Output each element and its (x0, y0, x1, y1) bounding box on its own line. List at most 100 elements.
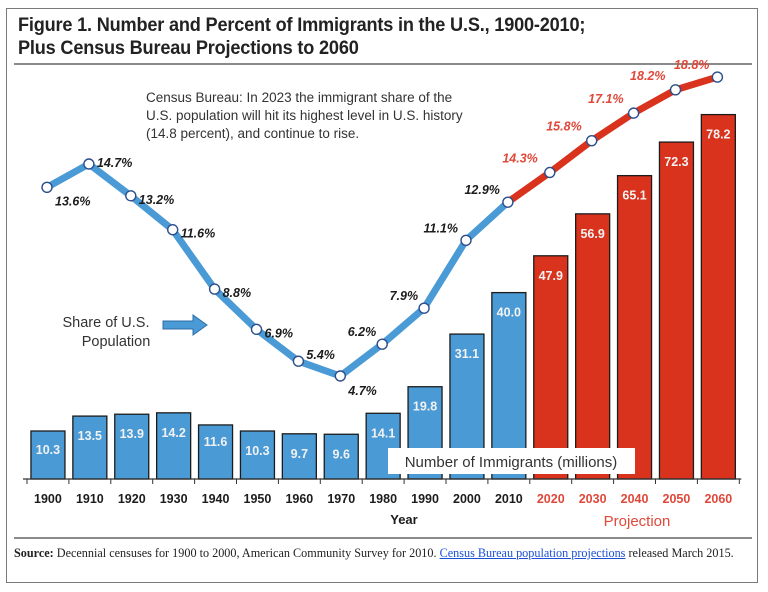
bar-1900 (30, 430, 66, 480)
share-value-label: 13.2% (139, 193, 174, 207)
x-tick-label-2030: 2030 (579, 492, 607, 506)
x-tick-label-1980: 1980 (369, 492, 397, 506)
x-tick-label-2010: 2010 (495, 492, 523, 506)
bar-1940 (197, 424, 234, 480)
share-point-2050 (669, 84, 682, 96)
share-point-1980 (376, 338, 388, 350)
bar-2040 (616, 174, 653, 480)
share-point-2000 (460, 234, 472, 247)
x-tick-label-1900: 1900 (34, 492, 62, 506)
bar-2020 (533, 255, 569, 480)
source-label: Source: (14, 546, 54, 560)
share-value-label: 11.6% (181, 227, 216, 241)
x-tick-label-2060: 2060 (704, 492, 732, 506)
bar-value-label: 40.0 (497, 306, 521, 320)
bar-2030 (575, 213, 611, 480)
share-value-label: 8.8% (223, 286, 252, 300)
share-point-2010 (502, 196, 514, 208)
share-value-label: 11.1% (423, 221, 458, 235)
share-value-label: 18.2% (630, 69, 665, 83)
x-tick-label-1960: 1960 (285, 492, 313, 506)
bar-1930 (155, 412, 192, 480)
bar-value-label: 11.6 (204, 435, 228, 449)
bar-value-label: 10.3 (245, 444, 269, 458)
share-point-1930 (166, 224, 179, 236)
x-tick-label-1940: 1940 (202, 492, 230, 506)
share-point-1990 (418, 302, 430, 314)
bar-value-label: 14.1 (371, 426, 395, 440)
x-tick-label-2050: 2050 (663, 492, 691, 506)
bar-1920 (114, 413, 150, 480)
share-value-label: 17.1% (588, 92, 623, 106)
x-tick-label-1930: 1930 (160, 492, 188, 506)
share-point-1910 (83, 158, 95, 170)
source-link[interactable]: Census Bureau population projections (439, 546, 626, 560)
source-text: Decennial censuses for 1900 to 2000, Ame… (53, 546, 440, 560)
share-value-label: 13.6% (55, 194, 90, 208)
line-legend-label-1: Share of U.S. (62, 315, 149, 331)
share-point-1920 (125, 190, 137, 202)
line-legend-label-2: Population (82, 334, 151, 350)
note-line-1: Census Bureau: In 2023 the immigrant sha… (146, 90, 453, 105)
bar-value-label: 13.9 (120, 427, 144, 441)
note-line-2: U.S. population will hit its highest lev… (146, 108, 463, 123)
share-point-2040 (627, 107, 640, 119)
share-line-projection (504, 73, 721, 206)
bar-1960 (281, 433, 318, 480)
figure-title: Figure 1. Number and Percent of Immigran… (18, 14, 585, 60)
bar-value-label: 65.1 (622, 189, 646, 203)
share-point-1950 (250, 323, 263, 336)
x-tick-label-1920: 1920 (118, 492, 146, 506)
source-note: Source: Decennial censuses for 1900 to 2… (14, 544, 754, 562)
share-value-label: 4.7% (347, 384, 377, 398)
bar-value-label: 19.8 (413, 400, 437, 414)
annotation-note: Census Bureau: In 2023 the immigrant sha… (146, 89, 546, 143)
share-value-label: 6.9% (265, 326, 294, 340)
title-divider (14, 63, 752, 65)
share-value-label: 14.3% (502, 151, 537, 165)
title-line-1: Figure 1. Number and Percent of Immigran… (18, 14, 586, 36)
bar-value-label: 9.7 (291, 447, 308, 461)
share-value-label: 18.8% (674, 58, 709, 72)
x-tick-label-2000: 2000 (453, 492, 481, 506)
share-value-label: 6.2% (348, 325, 377, 339)
bar-1970 (323, 433, 359, 480)
note-line-3: (14.8 percent), and continue to rise. (146, 126, 360, 141)
bar-value-label: 78.2 (706, 128, 730, 142)
share-value-label: 5.4% (306, 348, 335, 362)
share-point-2030 (586, 134, 598, 147)
x-tick-label-1910: 1910 (76, 492, 104, 506)
arrow-right-icon (162, 314, 208, 336)
share-point-1900 (41, 181, 53, 194)
bar-value-label: 72.3 (664, 155, 688, 169)
bar-value-label: 13.5 (78, 429, 102, 443)
x-tick-label-2020: 2020 (537, 492, 565, 506)
bar-value-label: 56.9 (580, 227, 604, 241)
x-tick-label-1970: 1970 (327, 492, 355, 506)
bar-value-label: 9.6 (333, 447, 350, 461)
bar-2060 (700, 113, 736, 480)
share-value-label: 14.7% (97, 156, 132, 170)
bar-legend-label: Number of Immigrants (millions) (405, 454, 618, 471)
source-divider (14, 537, 752, 539)
bar-value-label: 47.9 (539, 269, 563, 283)
bar-value-label: 10.3 (36, 443, 60, 457)
share-point-2020 (544, 166, 556, 179)
share-line-historical (43, 160, 512, 380)
bar-2050 (658, 141, 695, 480)
bar-value-label: 14.2 (161, 426, 185, 440)
x-tick-label-1950: 1950 (244, 492, 272, 506)
projection-label: Projection (604, 513, 671, 530)
title-line-2: Plus Census Bureau Projections to 2060 (18, 37, 359, 59)
x-axis-title: Year (390, 512, 417, 527)
share-value-label: 12.9% (464, 183, 499, 197)
bar-1910 (72, 415, 108, 480)
bar-legend-box (388, 448, 635, 474)
source-text-after: released March 2015. (625, 546, 734, 560)
share-point-1940 (208, 283, 221, 295)
x-tick-label-2040: 2040 (621, 492, 649, 506)
bar-value-label: 31.1 (455, 347, 479, 361)
x-tick-label-1990: 1990 (411, 492, 439, 506)
share-point-1960 (292, 355, 305, 367)
